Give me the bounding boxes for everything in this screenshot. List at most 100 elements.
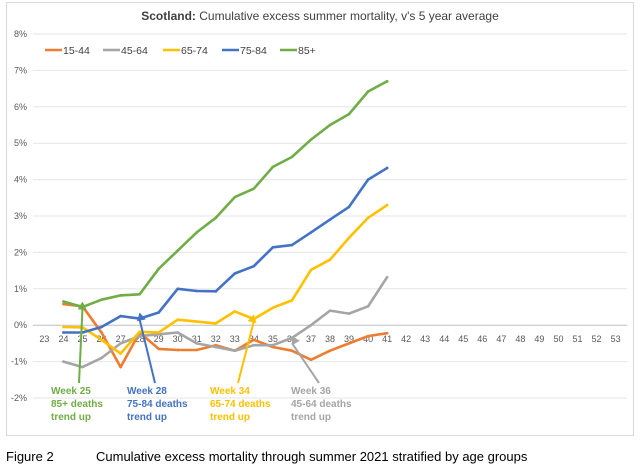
data-point <box>119 365 122 369</box>
annotation-line: Week 36 <box>291 386 331 397</box>
annotation-label: Week 28 75-84 deaths trend up <box>127 386 188 423</box>
data-point <box>347 112 351 116</box>
legend-label: 45-64 <box>121 45 148 57</box>
data-point <box>138 330 141 334</box>
line-chart: Scotland: Cumulative excess summer morta… <box>11 9 627 423</box>
annotation-line: Week 25 <box>51 386 91 397</box>
annotation-arrow-head <box>291 336 300 346</box>
y-tick-label: 0% <box>14 320 27 330</box>
data-point <box>366 304 370 308</box>
data-point <box>176 287 179 291</box>
annotation: Week 25 85+ deaths trend up <box>51 301 103 423</box>
data-point <box>385 203 389 207</box>
data-point <box>214 216 218 220</box>
y-tick-label: -1% <box>11 357 27 367</box>
y-tick-label: 2% <box>14 247 27 257</box>
data-point <box>233 310 237 313</box>
data-point <box>195 348 199 352</box>
data-point <box>328 349 332 352</box>
data-point <box>62 300 65 303</box>
annotation-line: 45-64 deaths <box>291 399 352 410</box>
chart-title-bold: Scotland: <box>141 9 196 23</box>
x-tick-label: 48 <box>515 334 525 344</box>
legend-item: 45-64 <box>103 45 148 57</box>
data-point <box>233 349 237 352</box>
x-tick-label: 23 <box>39 334 49 344</box>
data-point <box>157 331 160 334</box>
annotation: Week 36 45-64 deaths trend up <box>291 336 352 423</box>
x-tick-label: 40 <box>363 334 373 344</box>
y-tick-label: 4% <box>14 175 27 185</box>
annotation-line: 65-74 deaths <box>210 399 271 410</box>
annotation-label: Week 25 85+ deaths trend up <box>51 386 103 423</box>
data-point <box>290 243 294 247</box>
data-point <box>195 320 199 323</box>
data-point <box>252 338 256 342</box>
x-tick-label: 30 <box>173 334 183 344</box>
x-tick-label: 53 <box>611 334 621 344</box>
data-point <box>366 178 370 181</box>
data-point <box>138 334 141 338</box>
legend-item: 75-84 <box>222 45 267 57</box>
x-tick-label: 27 <box>116 334 126 344</box>
data-point <box>328 309 332 312</box>
y-tick-label: 5% <box>14 138 27 148</box>
data-point <box>290 155 294 159</box>
data-point <box>366 90 370 93</box>
annotation-line: trend up <box>210 412 250 423</box>
data-point <box>100 331 103 334</box>
data-point <box>195 231 199 234</box>
data-point <box>347 236 351 240</box>
data-point <box>385 331 389 335</box>
data-point <box>195 342 199 345</box>
data-point <box>290 299 294 302</box>
annotation-line: trend up <box>51 412 91 423</box>
data-point <box>309 231 313 234</box>
x-tick-label: 33 <box>230 334 240 344</box>
data-point <box>271 246 275 249</box>
x-tick-label: 32 <box>211 334 221 344</box>
data-point <box>347 312 351 315</box>
legend-item: 65-74 <box>163 45 208 57</box>
data-point <box>309 323 313 327</box>
data-point <box>252 343 256 347</box>
annotation-label: Week 36 45-64 deaths trend up <box>291 386 352 423</box>
data-point <box>328 218 332 221</box>
y-tick-label: 1% <box>14 284 27 294</box>
x-tick-label: 39 <box>344 334 354 344</box>
data-point <box>100 325 103 329</box>
annotation-arrow-shaft <box>291 342 320 384</box>
data-point <box>385 80 389 83</box>
data-point <box>309 358 313 362</box>
y-tick-label: 3% <box>14 211 27 221</box>
x-tick-label: 25 <box>77 334 87 344</box>
data-point <box>385 166 389 170</box>
data-point <box>100 356 103 360</box>
data-point <box>252 264 256 268</box>
data-point <box>157 311 160 314</box>
series-line <box>62 80 389 309</box>
series-75-84 <box>62 166 389 334</box>
x-tick-label: 38 <box>325 334 335 344</box>
data-point <box>176 348 179 352</box>
x-tick-label: 46 <box>477 334 487 344</box>
data-point <box>271 306 275 310</box>
x-tick-label: 31 <box>192 334 202 344</box>
data-point <box>328 123 332 127</box>
x-tick-label: 44 <box>439 334 449 344</box>
series-85- <box>62 80 389 309</box>
y-axis-ticks: -2% -1% 0% 1% 2% 3% 4% 5% 6% 7% 8% <box>11 29 27 403</box>
annotation: Week 34 65-74 deaths trend up <box>210 314 271 423</box>
data-point <box>81 365 84 369</box>
data-point <box>385 275 389 279</box>
data-point <box>119 314 122 318</box>
data-point <box>309 138 313 141</box>
x-tick-label: 50 <box>553 334 563 344</box>
data-point <box>100 338 103 342</box>
legend-label: 65-74 <box>181 45 208 57</box>
gridlines <box>33 33 627 399</box>
data-point <box>347 205 351 209</box>
y-tick-label: 6% <box>14 102 27 112</box>
legend-label: 75-84 <box>240 45 267 57</box>
x-tick-label: 43 <box>420 334 430 344</box>
